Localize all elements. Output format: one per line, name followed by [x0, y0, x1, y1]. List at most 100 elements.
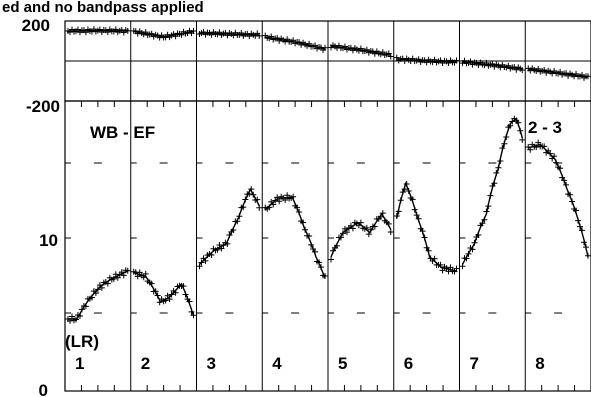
polarization-label: (LR): [65, 332, 99, 351]
amplitude-point: [557, 165, 564, 172]
amplitude-line: [264, 196, 326, 279]
amplitude-point: [308, 241, 315, 248]
channel-label: 7: [470, 354, 479, 373]
amplitude-point: [198, 259, 205, 266]
amplitude-ytick-10: 10: [39, 231, 58, 250]
amplitude-line: [528, 143, 589, 258]
amplitude-point: [349, 225, 356, 232]
amplitude-point: [483, 208, 490, 215]
amplitude-point: [341, 225, 348, 232]
amplitude-point: [104, 280, 111, 287]
phase-point: [519, 67, 526, 74]
phase-point: [579, 71, 586, 78]
amplitude-point: [118, 269, 125, 276]
amplitude-point: [110, 275, 117, 282]
amplitude-point: [218, 245, 225, 252]
amplitude-point: [322, 272, 328, 279]
amplitude-point: [495, 164, 502, 171]
amplitude-point: [471, 239, 478, 246]
amplitude-point: [142, 270, 149, 277]
amplitude-point: [415, 215, 422, 222]
amplitude-point: [485, 203, 492, 210]
amplitude-point: [284, 192, 291, 199]
amplitude-point: [300, 219, 307, 226]
channel-label: 3: [207, 354, 216, 373]
amplitude-point: [475, 231, 482, 238]
amplitude-point: [164, 292, 171, 299]
amplitude-point: [234, 218, 241, 225]
phase-point: [124, 27, 131, 34]
amplitude-point: [290, 193, 297, 200]
amplitude-point: [120, 272, 127, 279]
amplitude-point: [547, 150, 554, 157]
amplitude-point: [463, 255, 470, 262]
phase-point: [178, 31, 185, 38]
amplitude-point: [236, 213, 243, 220]
amplitude-point: [272, 197, 279, 204]
phase-point: [363, 46, 370, 53]
amplitude-point: [527, 146, 534, 153]
amplitude-point: [553, 159, 560, 166]
amplitude-point: [379, 210, 386, 217]
amplitude-point: [190, 312, 197, 319]
amplitude-point: [453, 265, 460, 272]
amplitude-point: [469, 246, 476, 253]
amplitude-point: [533, 144, 540, 151]
amplitude-point: [180, 283, 187, 290]
amplitude-point: [214, 246, 221, 253]
amplitude-point: [371, 223, 378, 230]
amplitude-point: [569, 198, 576, 205]
amplitude-point: [246, 190, 253, 197]
phase-ytick-top: 200: [22, 16, 50, 35]
amplitude-point: [583, 244, 590, 251]
amplitude-point: [497, 158, 504, 165]
amplitude-point: [156, 299, 163, 306]
phase-point: [256, 32, 263, 39]
amplitude-point: [577, 223, 584, 230]
chart-title: ed and no bandpass applied: [2, 0, 204, 16]
amplitude-point: [501, 140, 508, 147]
phase-point: [148, 30, 155, 37]
channel-label: 8: [535, 354, 544, 373]
amplitude-point: [337, 234, 344, 241]
amplitude-point: [403, 180, 410, 187]
phase-point: [312, 42, 319, 49]
amplitude-point: [254, 196, 261, 203]
amplitude-point: [316, 259, 323, 266]
amplitude-point: [94, 286, 101, 293]
amplitude-point: [459, 263, 466, 270]
amplitude-point: [92, 290, 99, 297]
amplitude-point: [240, 204, 247, 211]
amplitude-point: [437, 261, 444, 268]
amplitude-point: [377, 213, 384, 220]
amplitude-point: [395, 208, 402, 215]
amplitude-point: [481, 216, 488, 223]
amplitude-point: [499, 145, 506, 152]
amplitude-point: [256, 204, 263, 211]
amplitude-point: [401, 186, 408, 193]
amplitude-point: [363, 224, 370, 231]
amplitude-point: [585, 252, 591, 259]
phase-point: [341, 43, 348, 50]
amplitude-point: [411, 206, 418, 213]
amplitude-point: [302, 226, 309, 233]
amplitude-point: [186, 298, 193, 305]
amplitude-point: [242, 196, 249, 203]
amplitude-point: [409, 196, 416, 203]
amplitude-point: [282, 196, 289, 203]
amplitude-point: [333, 242, 340, 249]
amplitude-point: [563, 181, 570, 188]
amplitude-point: [465, 250, 472, 257]
channel-dividers: [130, 21, 526, 391]
amplitude-point: [134, 273, 141, 280]
amplitude-point: [76, 313, 83, 320]
amplitude-point: [517, 127, 524, 134]
amplitude-point: [339, 230, 346, 237]
amplitude-point: [182, 291, 189, 298]
amplitude-point: [519, 136, 526, 143]
amplitude-point: [318, 264, 325, 271]
amplitude-point: [581, 239, 588, 246]
phase-point: [585, 73, 591, 80]
amplitude-point: [491, 180, 498, 187]
axis-ticks: [65, 101, 576, 391]
